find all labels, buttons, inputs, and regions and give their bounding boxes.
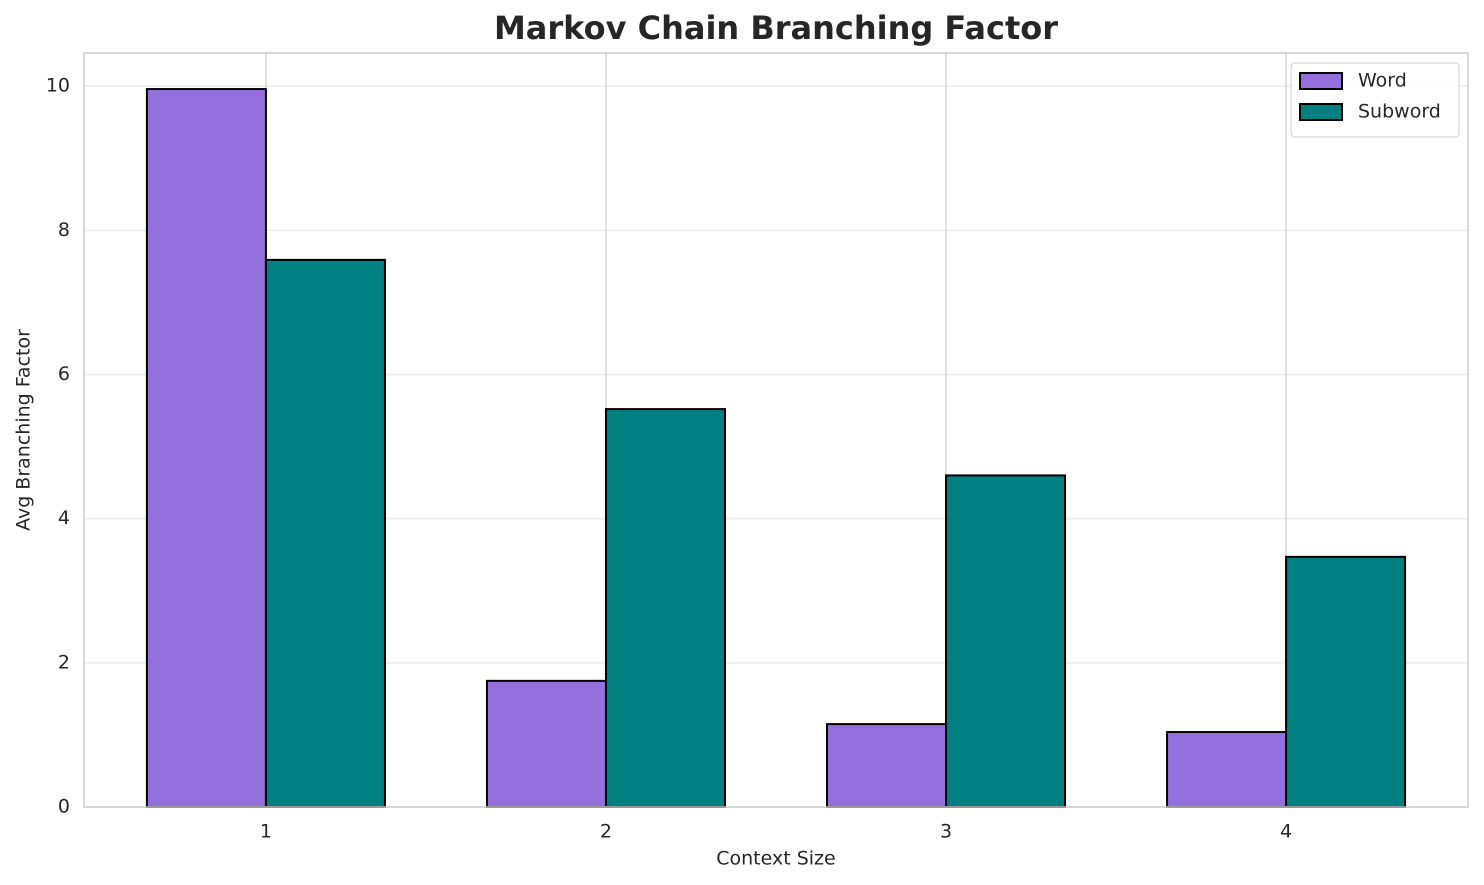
legend-swatch <box>1299 103 1343 121</box>
y-tick-label: 2 <box>58 651 70 673</box>
x-tick-label: 4 <box>1280 821 1292 843</box>
y-tick-label: 10 <box>46 75 70 97</box>
y-tick-label: 0 <box>58 796 70 818</box>
bar <box>1166 731 1288 809</box>
bar <box>826 723 948 809</box>
y-tick-label: 6 <box>58 363 70 385</box>
x-tick-label: 3 <box>940 821 952 843</box>
chart-title: Markov Chain Branching Factor <box>494 9 1058 47</box>
y-axis-label: Avg Branching Factor <box>13 329 35 531</box>
bar <box>145 88 267 809</box>
bar <box>604 408 726 808</box>
bar <box>485 679 607 809</box>
y-tick-label: 8 <box>58 219 70 241</box>
legend-label: Subword <box>1358 101 1441 123</box>
bar <box>264 258 386 808</box>
legend-swatch <box>1299 72 1343 90</box>
y-tick-label: 4 <box>58 507 70 529</box>
bar <box>1285 555 1407 808</box>
plot-frame <box>83 52 1469 808</box>
x-tick-label: 2 <box>600 821 612 843</box>
bar <box>945 474 1067 808</box>
x-tick-label: 1 <box>260 821 272 843</box>
x-axis-label: Context Size <box>716 848 835 870</box>
legend-label: Word <box>1358 70 1407 92</box>
